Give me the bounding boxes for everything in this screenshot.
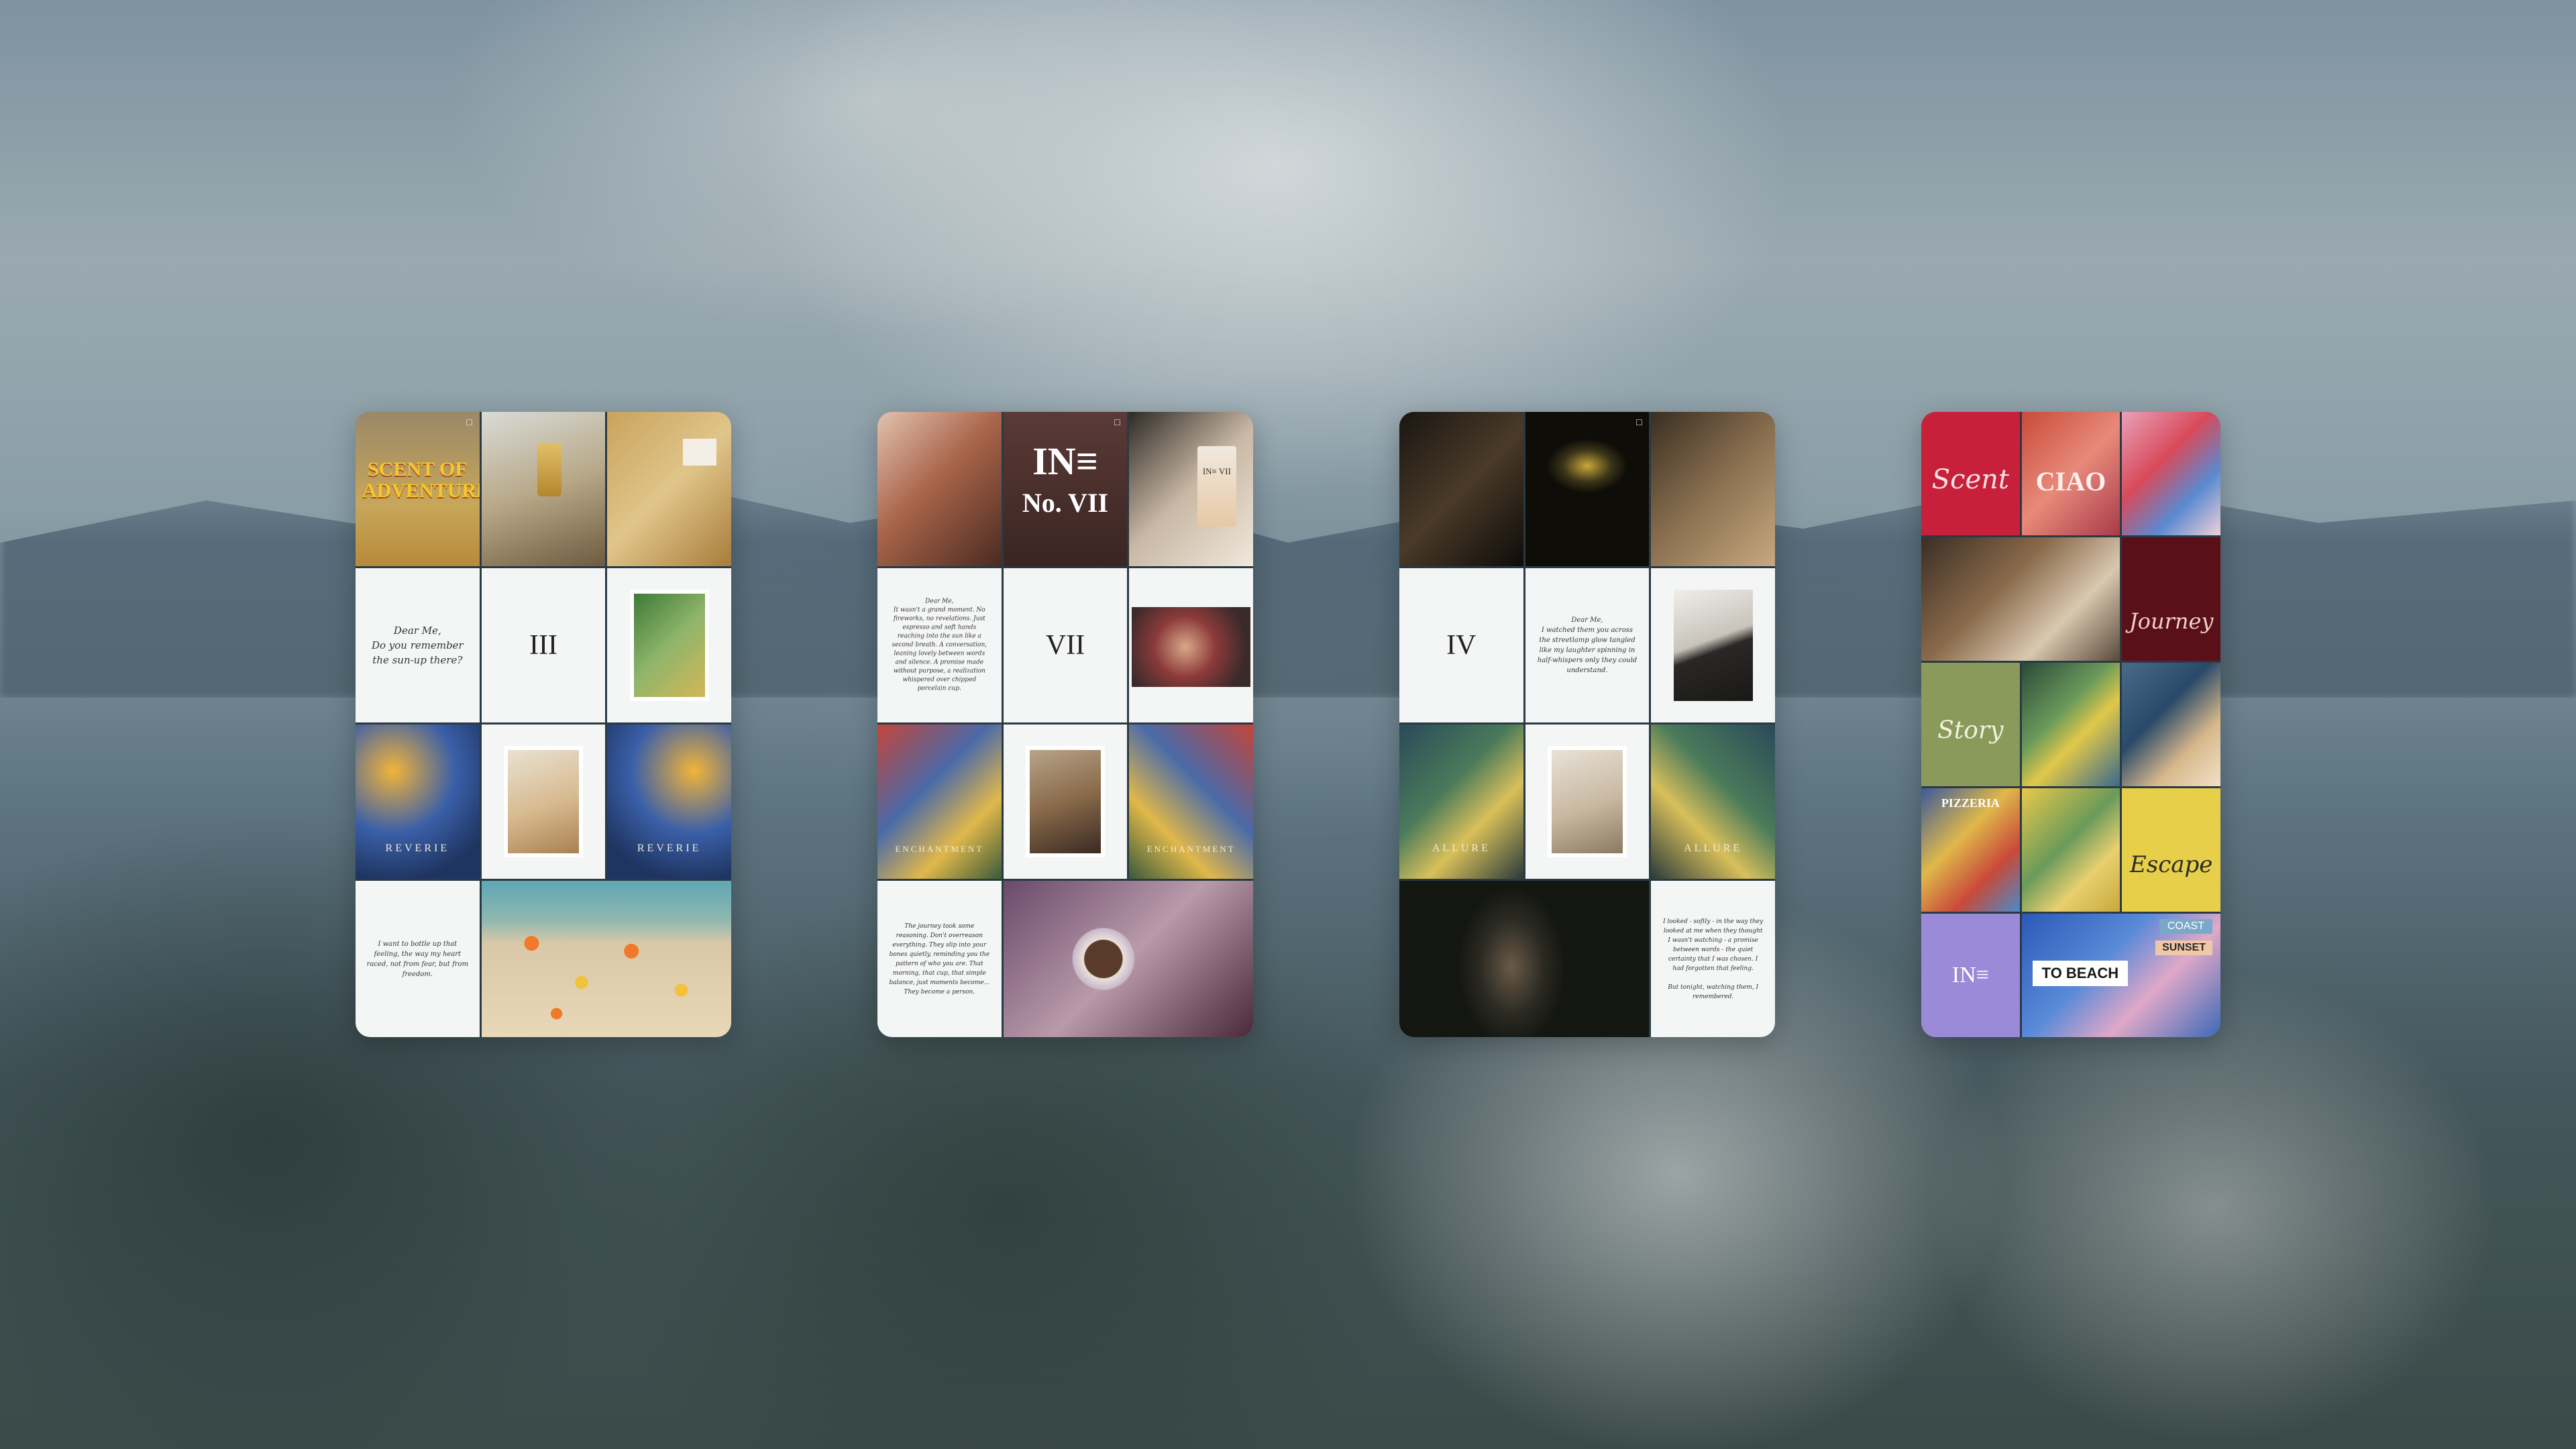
post-tile-reverie-left[interactable]: REVERIE <box>356 724 480 879</box>
letter-post[interactable]: I looked - softly - in the way they look… <box>1651 881 1775 1037</box>
letter-post[interactable]: Dear Me, I watched them you across the s… <box>1525 568 1650 722</box>
numeral-label: VII <box>1045 630 1085 661</box>
brand-logo-text: IN≡ <box>1032 439 1098 483</box>
post-escape[interactable]: Escape <box>2122 788 2220 912</box>
post-street-collage[interactable] <box>2122 663 2220 786</box>
brand-logo-text: IN≡ <box>1951 963 1989 987</box>
ciao-text: CIAO <box>2035 466 2106 496</box>
word-scent: Scent <box>1931 464 2009 496</box>
carousel-icon: □ <box>1636 417 1642 427</box>
post-scooter-collage[interactable] <box>2021 788 2121 912</box>
caption-enchantment: ENCHANTMENT <box>895 844 984 854</box>
framed-photo <box>1547 746 1627 857</box>
post-tile-allure-right[interactable]: ALLURE <box>1651 724 1775 879</box>
post-woman-portrait[interactable] <box>877 412 1002 566</box>
post-handbag[interactable] <box>1651 568 1775 722</box>
letter-text: Dear Me, It wasn't a grand moment. No fi… <box>892 598 987 692</box>
post-roma-collage[interactable] <box>2122 412 2220 535</box>
letter-post[interactable]: Dear Me, Do you remember the sun-up ther… <box>356 568 480 722</box>
perfume-bottle-image <box>537 443 561 496</box>
feed-preview-card-allure[interactable]: □ IV Dear Me, I watched them you across … <box>1399 412 1775 1037</box>
framed-photo <box>629 590 709 701</box>
numeral-post[interactable]: VII <box>1003 568 1128 722</box>
perfume-bottle-image: IN≡ VII <box>1197 445 1236 527</box>
caption-enchantment: ENCHANTMENT <box>1146 844 1236 854</box>
bottle-label: IN≡ VII <box>1202 466 1231 476</box>
gift-box-image <box>683 439 716 466</box>
feed-preview-card-enchantment[interactable]: IN≡ No. VII □ IN≡ VII Dear Me, It wasn't… <box>877 412 1253 1037</box>
post-hand-bottle[interactable] <box>481 412 606 566</box>
post-bottle-face[interactable] <box>1651 412 1775 566</box>
word-journey: Journey <box>2129 608 2214 635</box>
letter-post[interactable]: Dear Me, It wasn't a grand moment. No fi… <box>877 568 1002 722</box>
post-beach-bottle[interactable] <box>481 724 606 879</box>
framed-photo <box>503 746 584 857</box>
post-espresso-hands[interactable] <box>1003 881 1253 1037</box>
post-tile-enchantment-right[interactable]: ENCHANTMENT <box>1129 724 1253 879</box>
to-beach-text: TO BEACH <box>2041 965 2119 981</box>
caption-reverie: REVERIE <box>385 843 450 854</box>
letter-text: I looked - softly - in the way they look… <box>1663 918 1764 1000</box>
to-beach-sign: TO BEACH <box>2032 961 2129 986</box>
carousel-icon: □ <box>466 417 472 427</box>
sunset-text: SUNSET <box>2162 942 2206 953</box>
caption-allure: ALLURE <box>1684 843 1743 854</box>
feed-preview-card-collage[interactable]: Scent CIAO Journey Story PIZZERIA Escape… <box>1921 412 2220 1037</box>
framed-photo <box>1025 746 1106 857</box>
post-adventure[interactable]: SCENT OF ADVENTURE □ <box>356 412 480 566</box>
post-vanity-bottle[interactable] <box>1525 724 1650 879</box>
mosaic-artwork <box>1132 606 1250 688</box>
post-table-bottle[interactable] <box>1003 724 1128 879</box>
post-desk-collage[interactable] <box>1921 537 2121 661</box>
post-mosaic-art[interactable] <box>1129 568 1253 722</box>
coast-sign: COAST <box>2159 919 2212 934</box>
caption-allure: ALLURE <box>1432 843 1491 854</box>
framed-photo <box>1673 590 1753 701</box>
post-dark-portrait[interactable] <box>1399 412 1523 566</box>
post-sandals[interactable] <box>607 412 731 566</box>
post-ciao-collage[interactable]: CIAO <box>2021 412 2121 535</box>
letter-text: Dear Me, I watched them you across the s… <box>1537 616 1638 674</box>
word-story: Story <box>1937 716 2004 745</box>
sunset-sign: SUNSET <box>2155 941 2212 955</box>
post-scent[interactable]: Scent <box>1921 412 2020 535</box>
post-tile-reverie-right[interactable]: REVERIE <box>607 724 731 879</box>
post-brand-logo[interactable]: IN≡ <box>1921 914 2020 1037</box>
letter-post[interactable]: I want to bottle up that feeling, the wa… <box>356 881 480 1037</box>
post-night-balcony[interactable] <box>1399 881 1650 1037</box>
numeral-label: IV <box>1446 630 1477 661</box>
caption-reverie: REVERIE <box>637 843 702 854</box>
post-dark-corridor[interactable]: □ <box>1525 412 1650 566</box>
post-journey[interactable]: Journey <box>2122 537 2220 661</box>
number-label: No. VII <box>1022 488 1109 518</box>
feed-preview-card-reverie[interactable]: SCENT OF ADVENTURE □ Dear Me, Do you rem… <box>356 412 731 1037</box>
post-framed-bottle[interactable] <box>607 568 731 722</box>
post-beach-collage[interactable]: TO BEACH COAST SUNSET <box>2021 914 2220 1037</box>
pizzeria-text: PIZZERIA <box>1941 796 2000 810</box>
numeral-label: III <box>529 630 557 661</box>
word-escape: Escape <box>2129 851 2213 879</box>
post-pizzeria-collage[interactable]: PIZZERIA <box>1921 788 2020 912</box>
numeral-post[interactable]: III <box>481 568 606 722</box>
letter-text: The journey took some reasoning. Don't o… <box>889 922 990 996</box>
letter-post[interactable]: The journey took some reasoning. Don't o… <box>877 881 1002 1037</box>
post-tile-enchantment-left[interactable]: ENCHANTMENT <box>877 724 1002 879</box>
letter-text: I want to bottle up that feeling, the wa… <box>366 940 469 978</box>
numeral-post[interactable]: IV <box>1399 568 1523 722</box>
post-story[interactable]: Story <box>1921 663 2020 786</box>
carousel-icon: □ <box>1114 417 1120 427</box>
post-lemon-collage[interactable] <box>2021 663 2121 786</box>
post-tile-allure-left[interactable]: ALLURE <box>1399 724 1523 879</box>
post-beach-umbrellas[interactable] <box>481 881 731 1037</box>
adventure-title: SCENT OF ADVENTURE <box>362 458 480 502</box>
post-bottle-woman[interactable]: IN≡ VII <box>1129 412 1253 566</box>
post-brand-logo[interactable]: IN≡ No. VII □ <box>1003 412 1128 566</box>
coast-text: COAST <box>2167 920 2204 932</box>
letter-text: Dear Me, Do you remember the sun-up ther… <box>371 625 464 666</box>
